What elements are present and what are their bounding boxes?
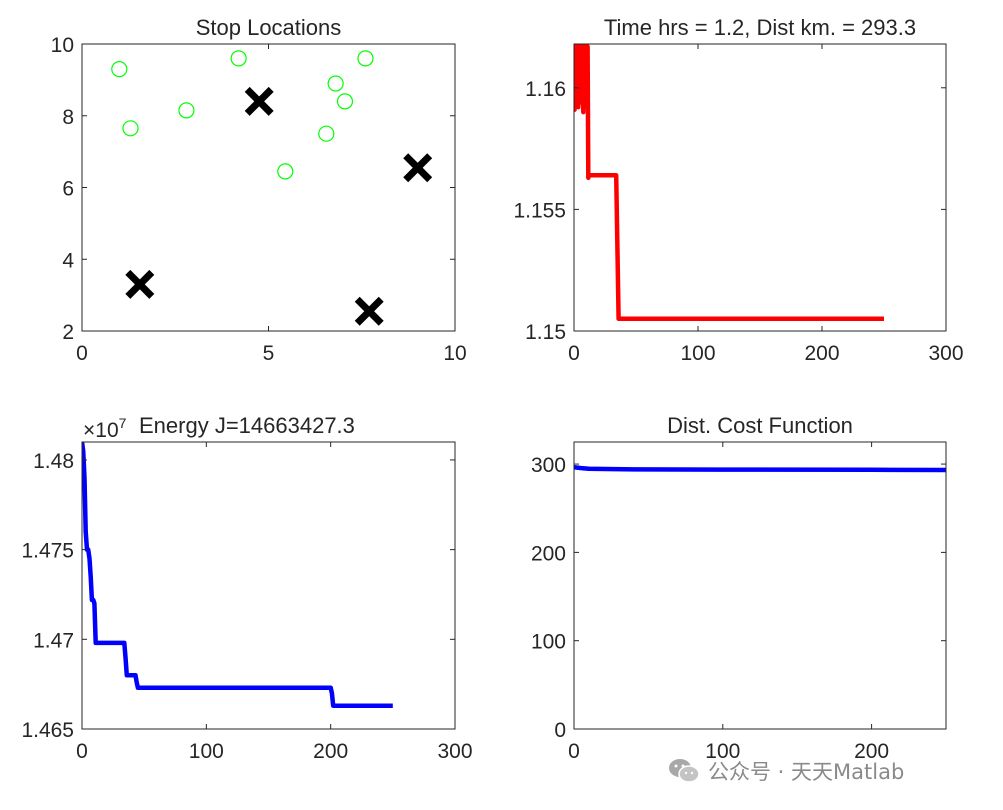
y-tick-label: 1.47 <box>33 629 74 652</box>
x-tick-label: 100 <box>189 740 224 763</box>
series-line <box>574 44 884 322</box>
y-tick-label: 100 <box>531 631 566 654</box>
stop-marker <box>357 50 374 67</box>
depot-marker <box>125 269 155 299</box>
wechat-icon <box>669 759 700 783</box>
stop-locations-panel: 0 5 10 2 4 6 8 10 Stop Locations <box>51 15 467 365</box>
watermark: 公众号 · 天天Matlab <box>668 757 904 785</box>
x-tick-label: 200 <box>854 740 889 763</box>
stop-marker <box>230 50 247 67</box>
chart-title: Stop Locations <box>196 15 342 40</box>
x-tick-label: 0 <box>76 740 88 763</box>
dist-cost-function-panel: 0 100 200 0 100 200 300 Dist. Cost Function <box>531 413 947 763</box>
y-tick-label: 1.16 <box>525 78 566 101</box>
axes-box <box>573 441 947 730</box>
stop-marker <box>336 93 354 110</box>
stop-marker <box>277 163 294 180</box>
y-tick-label: 4 <box>62 249 74 272</box>
stop-marker <box>318 125 335 142</box>
stop-marker <box>122 120 139 137</box>
stop-marker <box>111 61 128 78</box>
plot-area <box>574 464 946 473</box>
energy-convergence-panel: 0 100 200 300 1.465 1.47 1.475 1.48 ×107 Energy J… <box>21 413 472 763</box>
x-tick-label: 100 <box>680 342 715 365</box>
x-tick-label: 200 <box>313 740 348 763</box>
y-tick-label: 1.155 <box>513 199 566 222</box>
x-tick-label: 0 <box>76 342 88 365</box>
y-tick-label: 6 <box>62 178 74 201</box>
stop-marker <box>178 102 195 119</box>
y-tick-label: 300 <box>531 454 566 477</box>
x-tick-label: 0 <box>568 740 580 763</box>
y-tick-label: 10 <box>51 34 74 57</box>
axes-box <box>81 441 456 730</box>
watermark-text: 公众号 · 天天Matlab <box>708 760 905 784</box>
series-line <box>574 464 946 473</box>
depot-marker <box>354 296 384 326</box>
axes-box <box>573 43 947 332</box>
y-tick-label: 8 <box>62 106 74 129</box>
x-tick-label: 5 <box>263 342 275 365</box>
series-line <box>82 442 393 708</box>
depot-marker <box>244 86 274 116</box>
y-tick-label: 1.15 <box>525 321 566 344</box>
stop-marker <box>327 75 344 92</box>
x-tick-label: 300 <box>928 342 963 365</box>
time-convergence-panel: 0 100 200 300 1.15 1.155 1.16 Time hrs = 1.2, D… <box>513 15 963 365</box>
depot-marker <box>403 153 433 183</box>
x-tick-label: 0 <box>568 342 580 365</box>
x-tick-label: 100 <box>705 740 740 763</box>
y-tick-label: 200 <box>531 542 566 565</box>
y-tick-label: 1.465 <box>21 719 74 742</box>
chart-title: Dist. Cost Function <box>667 413 853 438</box>
y-tick-label: 0 <box>554 719 566 742</box>
plot-area <box>574 44 884 322</box>
x-tick-label: 200 <box>804 342 839 365</box>
y-tick-label: 2 <box>62 321 74 344</box>
y-tick-label: 1.48 <box>33 450 74 473</box>
y-tick-label: 1.475 <box>21 540 74 563</box>
chart-title: Energy J=14663427.3 <box>139 413 355 438</box>
chart-title: Time hrs = 1.2, Dist km. = 293.3 <box>604 15 916 40</box>
plot-area <box>111 50 433 326</box>
axis-exponent: ×107 <box>83 415 127 442</box>
x-tick-label: 300 <box>437 740 472 763</box>
x-tick-label: 10 <box>443 342 466 365</box>
plot-area <box>82 442 393 708</box>
